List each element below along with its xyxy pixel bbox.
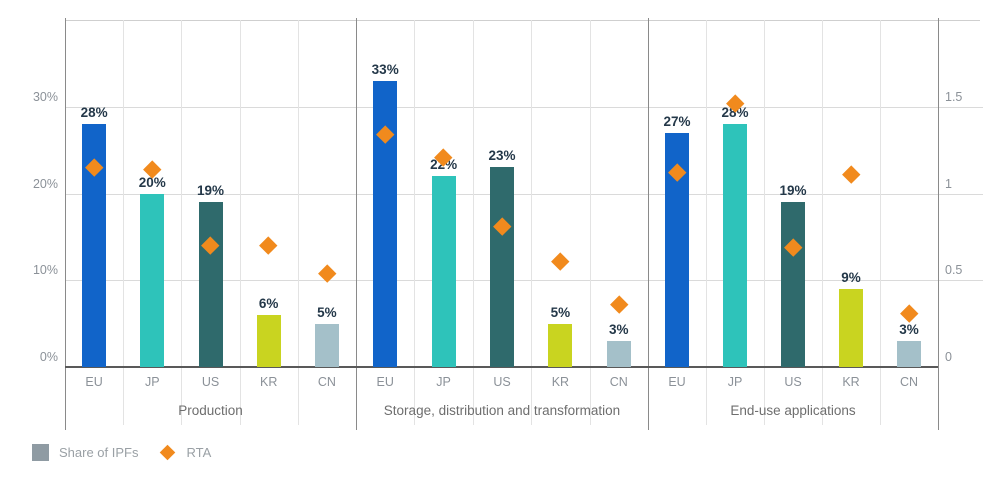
share-of-ipfs-bar [839, 288, 863, 367]
x-category-label: JP [145, 375, 160, 389]
gridline-v [472, 20, 474, 425]
bar-value-label: 3% [609, 321, 629, 337]
y-axis-tick-left: 10% [32, 263, 58, 278]
plot-top-border [65, 20, 980, 21]
share-of-ipfs-bar [198, 202, 223, 367]
y-axis-tick-right: 0 [945, 350, 952, 364]
x-category-label: KR [842, 375, 860, 389]
x-category-label: EU [376, 375, 394, 389]
right-axis-line [938, 18, 939, 430]
gridline-v [531, 20, 533, 425]
gridline-h [65, 106, 983, 108]
x-category-label: EU [668, 375, 686, 389]
gridline-v [123, 20, 125, 425]
bar-value-label: 19% [196, 183, 225, 199]
y-axis-tick-right: 1.5 [945, 89, 963, 104]
bar-value-label: 23% [488, 148, 516, 164]
bar-value-label: 5% [317, 304, 337, 320]
y-axis-tick-right: 1 [945, 176, 952, 191]
chart-legend: Share of IPFs RTA [32, 444, 211, 461]
x-category-label: US [493, 375, 511, 389]
y-axis-tick-right: 0.5 [945, 263, 963, 278]
x-category-label: KR [260, 375, 278, 389]
rta-diamond-marker [900, 304, 918, 323]
x-category-label: CN [317, 375, 336, 389]
share-of-ipfs-bar [314, 323, 339, 367]
share-of-ipfs-bar [548, 323, 573, 367]
bar-value-label: 5% [550, 304, 571, 320]
panel-title: Production [178, 403, 243, 418]
rta-diamond-icon [160, 444, 176, 461]
share-of-ipfs-bar [490, 167, 514, 367]
x-axis-line [65, 366, 938, 368]
bar-value-label: 33% [371, 61, 399, 77]
share-of-ipfs-bar [256, 314, 281, 367]
bar-value-label: 20% [138, 174, 166, 190]
share-of-ipfs-swatch-icon [32, 444, 49, 461]
gridline-v [764, 20, 765, 425]
x-category-label: EU [85, 375, 103, 389]
rta-diamond-marker [609, 295, 628, 314]
rta-diamond-marker [259, 236, 278, 255]
gridline-v [181, 20, 183, 425]
x-category-label: US [201, 375, 220, 389]
x-category-label: CN [609, 375, 628, 389]
bar-value-label: 19% [779, 183, 807, 199]
share-of-ipfs-bar [373, 80, 398, 367]
x-category-label: KR [551, 375, 570, 389]
gridline-v [589, 20, 591, 425]
panel-title: Storage, distribution and transformation [383, 403, 621, 418]
gridline-v [822, 20, 823, 425]
x-category-label: CN [899, 375, 919, 389]
share-of-ipfs-bar [431, 176, 456, 367]
panel-title: End-use applications [730, 403, 856, 418]
bar-value-label: 28% [721, 105, 749, 121]
share-of-ipfs-bar [723, 124, 747, 367]
x-category-label: JP [436, 375, 451, 389]
gridline-v [414, 20, 416, 425]
gridline-v [880, 20, 881, 425]
y-axis-tick-left: 0% [39, 350, 58, 364]
x-category-label: JP [727, 375, 743, 389]
left-axis-line [65, 18, 66, 430]
gridline-v [706, 20, 707, 425]
bar-value-label: 3% [899, 321, 919, 337]
legend-share-label: Share of IPFs [59, 445, 139, 460]
gridline-v [297, 20, 299, 425]
y-axis-tick-left: 20% [32, 176, 58, 191]
bar-value-label: 6% [258, 295, 279, 311]
share-of-ipfs-bar [140, 193, 165, 367]
gridline-h [65, 193, 983, 195]
y-axis-tick-left: 30% [32, 89, 58, 104]
bar-value-label: 27% [663, 113, 691, 129]
panel-separator [648, 18, 649, 430]
share-of-ipfs-bar [897, 340, 921, 367]
x-category-label: US [784, 375, 802, 389]
bar-value-label: 9% [841, 269, 861, 285]
gridline-h [65, 280, 983, 282]
panel-separator [356, 18, 357, 430]
legend-rta-label: RTA [186, 445, 212, 460]
bar-value-label: 28% [80, 105, 108, 121]
share-of-ipfs-bar [781, 202, 805, 367]
rta-diamond-marker [551, 252, 570, 270]
share-of-ipfs-bar [606, 340, 631, 367]
gridline-v [239, 20, 241, 425]
rta-diamond-marker [842, 165, 860, 184]
